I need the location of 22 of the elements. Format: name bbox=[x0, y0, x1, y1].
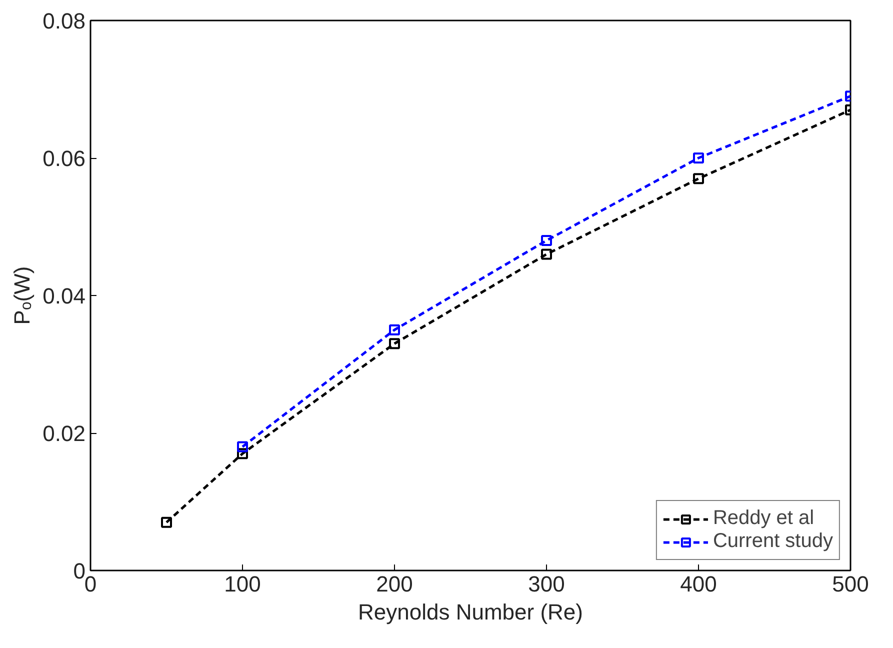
legend-label: Current study bbox=[712, 530, 833, 553]
x-tick-label: 300 bbox=[528, 572, 565, 596]
point bbox=[541, 235, 552, 246]
point bbox=[237, 441, 248, 452]
point bbox=[161, 516, 172, 528]
point bbox=[541, 248, 552, 260]
y-axis-title: Pₒ(W) bbox=[10, 266, 35, 325]
y-tick-label: 0.04 bbox=[42, 284, 86, 308]
y-tick-label: 0.08 bbox=[42, 8, 86, 34]
x-axis-title: Reynolds Number (Re) bbox=[358, 600, 583, 624]
x-tick-label: 400 bbox=[680, 572, 717, 596]
legend-label: Reddy et al bbox=[712, 507, 814, 530]
point bbox=[693, 173, 704, 184]
point bbox=[389, 338, 400, 350]
x-tick-label: 500 bbox=[832, 572, 869, 596]
y-tick-label: 0.02 bbox=[42, 421, 86, 446]
point bbox=[693, 152, 704, 164]
x-tick-label: 100 bbox=[224, 572, 261, 596]
x-tick-label: 200 bbox=[376, 572, 413, 596]
y-tick-label: 0.06 bbox=[42, 146, 86, 171]
point bbox=[389, 324, 400, 336]
point bbox=[237, 448, 248, 460]
